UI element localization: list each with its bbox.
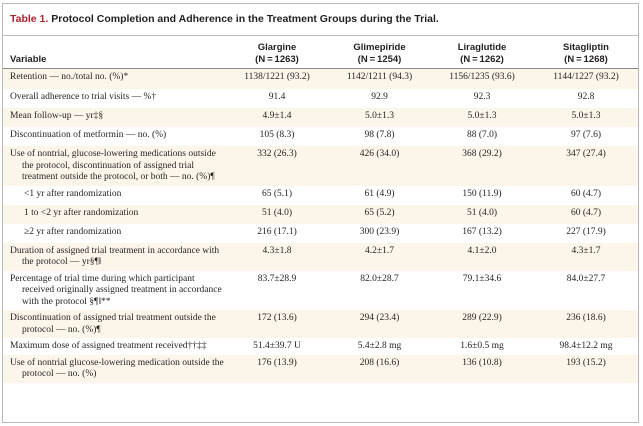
cell: 79.1±34.6 <box>462 273 502 284</box>
cell: 300 (23.9) <box>359 226 400 237</box>
cell: 347 (27.4) <box>534 146 638 186</box>
cell: 216 (17.1) <box>257 226 297 237</box>
row-label: Use of nontrial glucose-lowering medicat… <box>3 354 225 383</box>
cell: 176 (13.9) <box>225 354 329 383</box>
table-row: Mean follow-up — yr‡§ 4.9±1.4 5.0±1.3 5.… <box>3 108 638 127</box>
row-label: 1 to <2 yr after randomization <box>3 204 225 224</box>
cell: 98.4±12.2 mg <box>559 341 613 351</box>
column-header: Sitagliptin (N = 1268) <box>534 36 638 69</box>
table-caption: Table 1. Protocol Completion and Adheren… <box>3 4 638 36</box>
cell: 227 (17.9) <box>566 226 606 237</box>
table-row: Duration of assigned trial treatment in … <box>3 242 638 271</box>
cell: 91.4 <box>268 92 286 102</box>
cell: 136 (10.8) <box>430 354 534 383</box>
cell: 5.4±2.8 mg <box>357 341 402 351</box>
cell: 1.6±0.5 mg <box>460 341 504 351</box>
cell: 5.0±1.3 <box>430 108 534 127</box>
cell: 65 (5.1) <box>261 188 293 199</box>
cell: 167 (13.2) <box>462 226 502 237</box>
cell: 289 (22.9) <box>430 310 534 338</box>
row-label: Retention — no./total no. (%)* <box>3 68 225 89</box>
cell: 1138/1221 (93.2) <box>225 68 329 89</box>
cell: 294 (23.4) <box>329 310 430 338</box>
cell: 51.4±39.7 U <box>253 341 301 351</box>
cell: 236 (18.6) <box>534 310 638 338</box>
row-label: Percentage of trial time during which pa… <box>10 273 222 307</box>
cell: 83.7±28.9 <box>257 273 297 284</box>
table-title: Protocol Completion and Adherence in the… <box>51 13 439 25</box>
cell: 60 (4.7) <box>570 188 602 199</box>
row-label: <1 yr after randomization <box>24 188 122 199</box>
cell: 92.3 <box>473 92 491 102</box>
row-label: Maximum dose of assigned treatment recei… <box>10 341 207 351</box>
cell: 1144/1227 (93.2) <box>534 68 638 89</box>
row-label: Duration of assigned trial treatment in … <box>3 242 225 271</box>
column-header: Glimepiride (N = 1254) <box>329 36 430 69</box>
cell: 172 (13.6) <box>225 310 329 338</box>
cell: 105 (8.3) <box>259 130 295 140</box>
table-row: Discontinuation of metformin — no. (%) 1… <box>3 127 638 146</box>
table-row: Overall adherence to trial visits — %† 9… <box>3 89 638 108</box>
cell: 332 (26.3) <box>225 146 329 186</box>
cell: 97 (7.6) <box>570 130 602 140</box>
cell: 208 (16.6) <box>329 354 430 383</box>
table-row: Use of nontrial glucose-lowering medicat… <box>3 354 638 383</box>
table-row: Use of nontrial, glucose-lowering medica… <box>3 146 638 186</box>
cell: 4.3±1.8 <box>225 242 329 271</box>
table-frame: Table 1. Protocol Completion and Adheren… <box>2 3 639 423</box>
column-header: Glargine (N = 1263) <box>225 36 329 69</box>
cell: 5.0±1.3 <box>534 108 638 127</box>
cell: 4.1±2.0 <box>430 242 534 271</box>
row-label: Discontinuation of assigned trial treatm… <box>3 310 225 338</box>
cell: 65 (5.2) <box>329 204 430 224</box>
cell: 193 (15.2) <box>534 354 638 383</box>
row-label: Use of nontrial, glucose-lowering medica… <box>3 146 225 186</box>
cell: 51 (4.0) <box>430 204 534 224</box>
cell: 4.3±1.7 <box>534 242 638 271</box>
table-row: Percentage of trial time during which pa… <box>3 271 638 311</box>
cell: 4.9±1.4 <box>225 108 329 127</box>
cell: 84.0±27.7 <box>566 273 606 284</box>
column-header: Liraglutide (N = 1262) <box>430 36 534 69</box>
cell: 51 (4.0) <box>225 204 329 224</box>
table-row: 1 to <2 yr after randomization 51 (4.0) … <box>3 204 638 224</box>
cell: 92.9 <box>371 92 388 102</box>
table-row: ≥2 yr after randomization 216 (17.1) 300… <box>3 224 638 243</box>
table-number: Table 1. <box>10 13 49 25</box>
header-row: Variable Glargine (N = 1263) Glimepiride(… <box>3 36 638 69</box>
cell: 1142/1211 (94.3) <box>329 68 430 89</box>
cell: 92.8 <box>577 92 595 102</box>
cell: 60 (4.7) <box>534 204 638 224</box>
cell: 5.0±1.3 <box>329 108 430 127</box>
table-row: Discontinuation of assigned trial treatm… <box>3 310 638 338</box>
row-label: ≥2 yr after randomization <box>24 226 122 237</box>
cell: 4.2±1.7 <box>329 242 430 271</box>
row-label: Overall adherence to trial visits — %† <box>10 92 157 102</box>
row-label: Mean follow-up — yr‡§ <box>3 108 225 127</box>
cell: 1156/1235 (93.6) <box>430 68 534 89</box>
cell: 88 (7.0) <box>466 130 498 140</box>
cell: 61 (4.9) <box>364 188 395 199</box>
variable-header: Variable <box>3 36 225 69</box>
cell: 98 (7.8) <box>364 130 395 140</box>
row-label: Discontinuation of metformin — no. (%) <box>10 130 167 140</box>
table-row: Maximum dose of assigned treatment recei… <box>3 338 638 355</box>
data-table: Variable Glargine (N = 1263) Glimepiride(… <box>3 36 638 383</box>
cell: 368 (29.2) <box>430 146 534 186</box>
table-row: <1 yr after randomization 65 (5.1) 61 (4… <box>3 186 638 205</box>
cell: 150 (11.9) <box>462 188 502 199</box>
cell: 426 (34.0) <box>329 146 430 186</box>
cell: 82.0±28.7 <box>360 273 399 284</box>
table-row: Retention — no./total no. (%)* 1138/1221… <box>3 68 638 89</box>
